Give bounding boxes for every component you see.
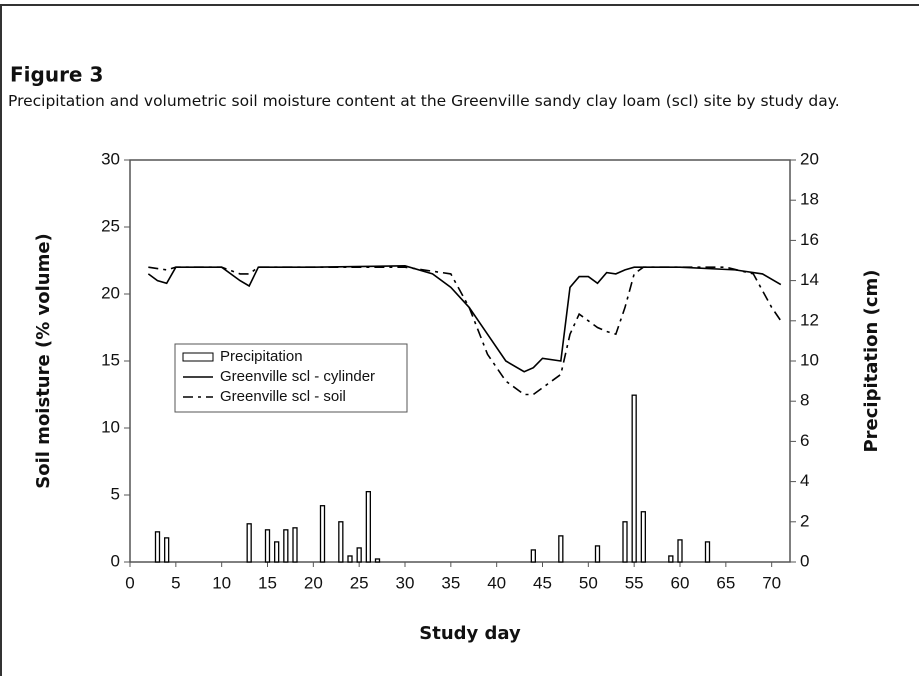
bar: [164, 537, 170, 563]
bar: [640, 511, 646, 563]
y2-tick-label: 2: [800, 511, 809, 530]
bar: [246, 523, 252, 563]
bar: [622, 521, 628, 563]
y2-tick-label: 14: [800, 270, 819, 289]
y-tick-label: 25: [101, 216, 120, 235]
subtitle-box: Precipitation and volumetric soil moistu…: [8, 92, 840, 110]
legend-label: Precipitation: [220, 348, 303, 365]
x-tick-label: 45: [533, 573, 552, 592]
y-tick-label: 5: [111, 484, 120, 503]
legend-label: Greenville scl - cylinder: [220, 368, 375, 385]
bar: [319, 505, 326, 563]
y2-axis-title: Precipitation (cm): [861, 269, 882, 452]
x-tick-label: 50: [579, 573, 598, 592]
x-tick-label: 10: [212, 573, 231, 592]
y-tick-label: 0: [111, 551, 120, 570]
y-axis-title: Soil moisture (% volume): [33, 233, 54, 489]
x-tick-label: 40: [487, 573, 506, 592]
bar: [558, 535, 564, 563]
bar: [292, 527, 298, 563]
y2-tick-label: 10: [800, 350, 819, 369]
bar: [356, 547, 362, 563]
y2-tick-label: 6: [800, 431, 809, 450]
x-tick-label: 60: [671, 573, 690, 592]
x-tick-label: 25: [350, 573, 369, 592]
y2-tick-label: 0: [800, 551, 809, 570]
bar: [365, 490, 371, 563]
bar: [283, 529, 289, 563]
x-tick-label: 55: [625, 573, 644, 592]
x-tick-label: 0: [125, 573, 134, 592]
x-axis-title: Study day: [419, 623, 521, 644]
bar: [677, 539, 683, 563]
x-tick-label: 70: [762, 573, 781, 592]
y2-tick-label: 12: [800, 310, 819, 329]
y-tick-label: 20: [101, 283, 120, 302]
x-tick-label: 20: [304, 573, 323, 592]
line: [147, 265, 782, 373]
x-tick-label: 15: [258, 573, 277, 592]
bar: [347, 555, 353, 563]
bar: [631, 394, 637, 563]
bar: [274, 541, 280, 563]
x-tick-label: 30: [396, 573, 415, 592]
y2-tick-label: 20: [800, 149, 819, 168]
y-tick-label: 15: [101, 350, 120, 369]
figure-heading: Figure 3: [10, 63, 103, 87]
bar: [530, 549, 536, 563]
bar: [668, 555, 674, 563]
x-tick-label: 35: [441, 573, 460, 592]
bar: [154, 531, 161, 563]
bar: [264, 529, 271, 563]
bar: [338, 521, 344, 563]
y2-tick-label: 18: [800, 190, 819, 209]
y2-tick-label: 16: [800, 230, 819, 249]
chart-subtitle: Precipitation and volumetric soil moistu…: [8, 92, 840, 110]
y2-tick-label: 4: [800, 471, 809, 490]
y2-tick-label: 8: [800, 391, 809, 410]
bar: [374, 558, 381, 563]
y-tick-label: 10: [101, 417, 120, 436]
legend-box: [174, 343, 408, 413]
bar: [594, 545, 601, 563]
legend-swatch: [182, 352, 214, 362]
legend-label: Greenville scl - soil: [220, 388, 346, 405]
x-tick-label: 65: [716, 573, 735, 592]
x-tick-label: 5: [171, 573, 180, 592]
bar: [704, 541, 711, 563]
y-tick-label: 30: [101, 149, 120, 168]
line: [148, 266, 782, 396]
